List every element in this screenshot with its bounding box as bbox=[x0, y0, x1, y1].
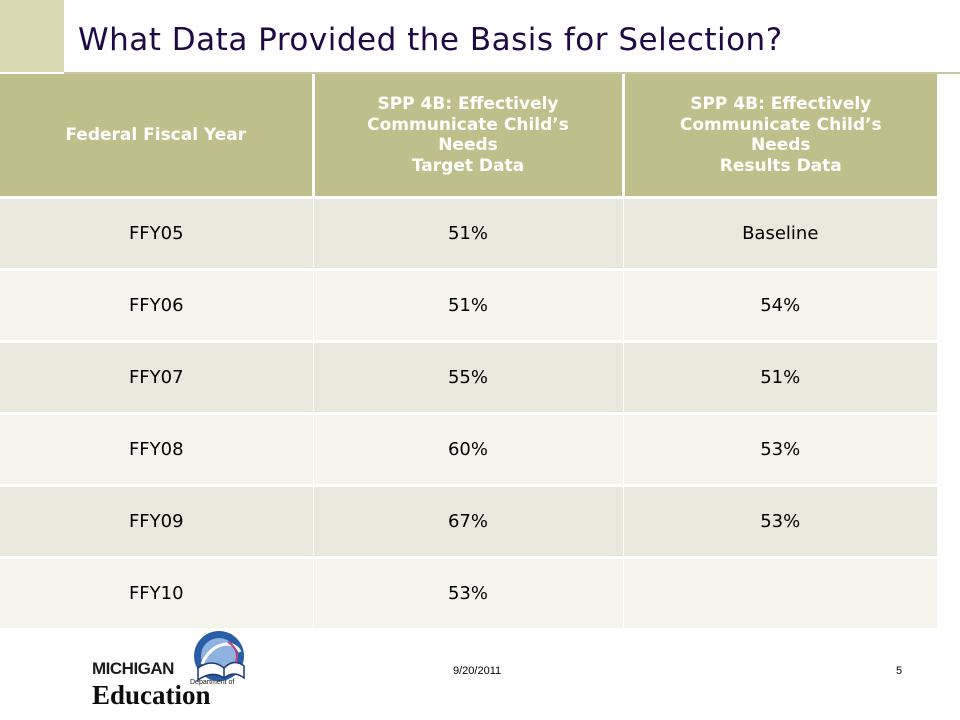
cell-target: 51% bbox=[313, 196, 624, 270]
logo-department-text: Department of bbox=[190, 679, 235, 686]
title-divider bbox=[64, 72, 960, 74]
header-target-data: SPP 4B: Effectively Communicate Child’s … bbox=[313, 74, 625, 198]
table-row: FFY10 53% bbox=[0, 556, 937, 628]
header-line: Needs bbox=[750, 135, 811, 155]
cell-fiscal-year: FFY06 bbox=[0, 268, 314, 342]
cell-target: 55% bbox=[313, 340, 624, 414]
cell-target: 60% bbox=[313, 412, 624, 486]
cell-results bbox=[623, 556, 937, 628]
cell-fiscal-year: FFY08 bbox=[0, 412, 314, 486]
header-row: Federal Fiscal Year SPP 4B: Effectively … bbox=[0, 74, 937, 198]
header-line: Communicate Child’s bbox=[367, 114, 569, 135]
header-results-data: SPP 4B: Effectively Communicate Child’s … bbox=[623, 74, 937, 198]
cell-target: 67% bbox=[313, 484, 624, 558]
cell-results: Baseline bbox=[623, 196, 937, 270]
header-line: Needs bbox=[438, 135, 498, 155]
header-line: Results Data bbox=[719, 155, 842, 176]
table-row: FFY06 51% 54% bbox=[0, 268, 937, 342]
cell-results: 54% bbox=[623, 268, 937, 342]
header-line: Federal Fiscal Year bbox=[65, 124, 247, 145]
header-line: SPP 4B: Effectively bbox=[690, 94, 872, 114]
book-globe-icon bbox=[194, 631, 245, 682]
table-row: FFY09 67% 53% bbox=[0, 484, 937, 558]
michigan-education-logo: MICHIGAN Department of Education bbox=[90, 628, 260, 710]
cell-fiscal-year: FFY10 bbox=[0, 556, 314, 628]
header-line: SPP 4B: Effectively bbox=[377, 94, 559, 114]
logo-state-text: MICHIGAN bbox=[92, 659, 174, 678]
slide-page-number: 5 bbox=[896, 665, 903, 677]
cell-results: 53% bbox=[623, 412, 937, 486]
table-row: FFY08 60% 53% bbox=[0, 412, 937, 486]
slide-date: 9/20/2011 bbox=[453, 665, 502, 677]
slide-title: What Data Provided the Basis for Selecti… bbox=[78, 22, 783, 58]
cell-results: 53% bbox=[623, 484, 937, 558]
cell-fiscal-year: FFY09 bbox=[0, 484, 314, 558]
data-table: Federal Fiscal Year SPP 4B: Effectively … bbox=[0, 74, 937, 628]
cell-fiscal-year: FFY05 bbox=[0, 196, 314, 270]
table-row: FFY05 51% Baseline bbox=[0, 196, 937, 270]
header-line: Target Data bbox=[411, 155, 525, 176]
cell-fiscal-year: FFY07 bbox=[0, 340, 314, 414]
title-accent-block bbox=[0, 0, 64, 72]
cell-results: 51% bbox=[623, 340, 937, 414]
header-line: Communicate Child’s bbox=[679, 114, 882, 135]
cell-target: 53% bbox=[313, 556, 624, 628]
header-federal-fiscal-year: Federal Fiscal Year bbox=[0, 74, 315, 198]
cell-target: 51% bbox=[313, 268, 624, 342]
table-row: FFY07 55% 51% bbox=[0, 340, 937, 414]
logo-education-text: Education bbox=[92, 680, 211, 710]
